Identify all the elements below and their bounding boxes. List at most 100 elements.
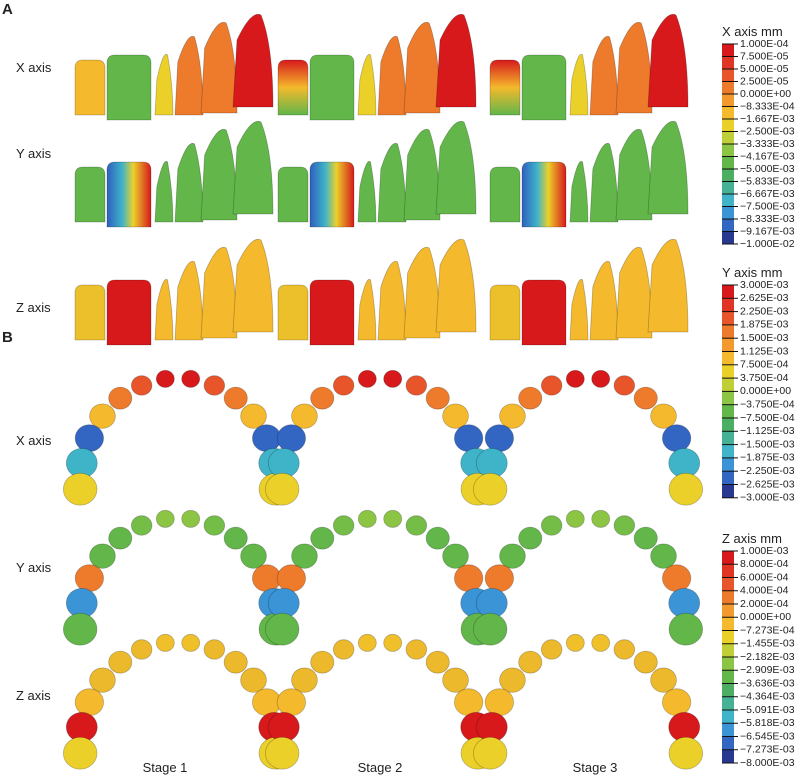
legend-tick-label: −5.000E-03 — [740, 163, 795, 175]
tooth-occlusal — [591, 369, 611, 388]
row-label: X axis — [16, 60, 52, 75]
tooth-occlusal — [613, 639, 636, 660]
tooth-occlusal — [518, 386, 543, 410]
legend-swatch — [722, 338, 734, 352]
tooth-occlusal — [240, 543, 267, 569]
legend-swatch — [722, 44, 734, 57]
tooth-occlusal — [332, 515, 355, 536]
legend-swatch — [722, 723, 734, 737]
legend-swatch — [722, 418, 734, 432]
legend-swatch — [722, 194, 734, 207]
legend-tick-label: 7.500E-05 — [740, 50, 789, 62]
tooth-occlusal — [565, 633, 585, 652]
tooth-occlusal — [291, 543, 318, 569]
tooth-side — [200, 246, 238, 339]
tooth-occlusal — [291, 667, 318, 693]
tooth-side — [377, 260, 407, 341]
legend-tick-label: −2.909E-03 — [740, 664, 795, 676]
legend-swatch — [722, 131, 734, 144]
legend-tick-label: 6.000E-04 — [740, 571, 789, 583]
tooth-occlusal — [62, 472, 98, 506]
legend-swatch — [722, 119, 734, 132]
column-label: Stage 1 — [143, 760, 188, 775]
tooth-occlusal — [357, 369, 377, 388]
tooth-occlusal — [518, 650, 543, 674]
tooth-occlusal — [633, 386, 658, 410]
legend-tick-label: 1.125E-03 — [740, 345, 789, 357]
tooth-occlusal — [130, 515, 153, 536]
tooth-side — [403, 128, 441, 221]
legend-tick-label: 0.000E+00 — [740, 611, 791, 623]
legend-tick-label: −5.833E-03 — [740, 175, 795, 187]
legend-swatch — [722, 736, 734, 750]
tooth-occlusal — [499, 543, 526, 569]
tooth-occlusal — [442, 403, 469, 429]
legend-tick-label: −1.875E-03 — [740, 452, 795, 464]
tooth-side — [309, 54, 355, 121]
tooth-side — [615, 246, 653, 339]
tooth-side — [569, 278, 589, 341]
tooth-occlusal — [484, 424, 514, 453]
legend-tick-label: 2.625E-03 — [740, 292, 789, 304]
legend-swatch — [722, 56, 734, 69]
tooth-occlusal — [74, 424, 104, 453]
tooth-side — [174, 142, 204, 223]
tooth-side — [174, 35, 204, 116]
legend-swatch — [722, 106, 734, 119]
tooth-side — [232, 120, 274, 215]
legend-tick-label: 1.500E-03 — [740, 332, 789, 344]
legend-tick-label: 3.000E-03 — [740, 279, 789, 291]
tooth-side — [74, 284, 106, 341]
tooth-side — [489, 59, 521, 116]
legend-tick-label: 1.875E-03 — [740, 319, 789, 331]
row-label: Y axis — [16, 146, 52, 161]
tooth-occlusal — [662, 564, 692, 593]
legend-tick-label: 5.000E-05 — [740, 63, 789, 75]
tooth-side — [521, 54, 567, 121]
tooth-side — [569, 53, 589, 116]
tooth-occlusal — [613, 515, 636, 536]
tooth-occlusal — [383, 509, 403, 528]
legend-swatch — [722, 169, 734, 182]
tooth-occlusal — [484, 688, 514, 717]
tooth-occlusal — [357, 509, 377, 528]
legend-swatch — [722, 749, 734, 763]
tooth-renders — [62, 13, 704, 770]
tooth-occlusal — [633, 650, 658, 674]
legend-swatch — [722, 206, 734, 219]
tooth-side — [377, 142, 407, 223]
legend-tick-label: 0.000E+00 — [740, 88, 791, 100]
tooth-occlusal — [332, 375, 355, 396]
legend-tick-label: 3.750E-04 — [740, 372, 789, 384]
tooth-occlusal — [540, 375, 563, 396]
legend-swatch — [722, 378, 734, 392]
legend-title: Z axis mm — [722, 531, 782, 546]
tooth-side — [521, 279, 567, 346]
legend-tick-label: −8.000E-03 — [740, 757, 795, 769]
tooth-occlusal — [89, 543, 116, 569]
tooth-occlusal — [252, 688, 282, 717]
tooth-side — [489, 284, 521, 341]
legend-swatch — [722, 431, 734, 445]
legend-swatch — [722, 391, 734, 405]
tooth-occlusal — [276, 424, 306, 453]
tooth-occlusal — [383, 633, 403, 652]
legend-swatch — [722, 181, 734, 194]
tooth-side — [615, 128, 653, 221]
tooth-occlusal — [425, 650, 450, 674]
legend-swatch — [722, 81, 734, 94]
tooth-side — [106, 54, 152, 121]
tooth-side — [569, 160, 589, 223]
tooth-occlusal — [662, 424, 692, 453]
tooth-side — [106, 161, 152, 228]
tooth-side — [74, 59, 106, 116]
tooth-side — [277, 284, 309, 341]
legend-tick-label: −3.636E-03 — [740, 677, 795, 689]
tooth-side — [435, 238, 477, 333]
legend-swatch — [722, 551, 734, 565]
tooth-occlusal — [668, 472, 704, 506]
legend-swatch — [722, 69, 734, 82]
tooth-occlusal — [565, 369, 585, 388]
legend-swatch — [722, 231, 734, 244]
tooth-side — [357, 53, 377, 116]
